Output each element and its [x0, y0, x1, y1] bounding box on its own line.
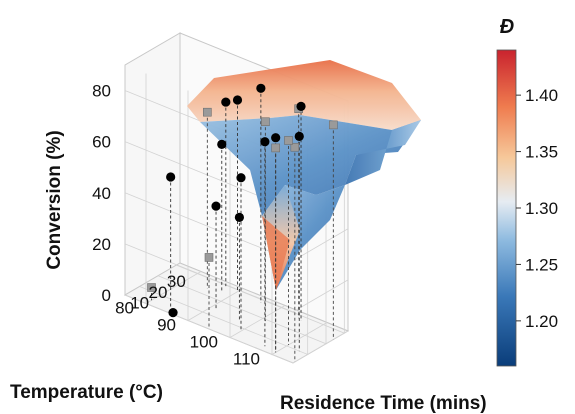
black-points	[166, 83, 306, 318]
z-tick-label: 0	[102, 286, 111, 305]
surface-upper-blue	[200, 115, 421, 216]
z-tick-label: 80	[92, 82, 111, 101]
x-tick-label: 20	[149, 283, 168, 302]
grey-point	[204, 253, 214, 262]
grid-line-z	[124, 294, 349, 364]
z-axis-title: Conversion (%)	[44, 130, 65, 269]
grey-point	[284, 136, 293, 145]
surface	[187, 60, 421, 290]
y-tick-label: 110	[233, 350, 260, 369]
colorbar-tick-label: 1.40	[525, 86, 558, 105]
colorbar-tick-label: 1.30	[525, 199, 558, 218]
colorbar-tick-label: 1.35	[525, 143, 558, 162]
colorbar-title: Đ	[500, 16, 514, 38]
grid-line-y	[229, 107, 286, 339]
grey-point	[203, 107, 212, 117]
y-tick-label: 80	[115, 299, 134, 318]
grid-line-y	[145, 73, 202, 305]
x-tick-label: 30	[167, 272, 186, 291]
black-point	[168, 308, 178, 318]
x-tick-label: 10	[130, 293, 149, 312]
black-point	[256, 83, 266, 93]
grey-point	[261, 117, 270, 127]
black-point	[294, 131, 304, 141]
black-point	[296, 101, 306, 111]
black-point	[211, 201, 221, 211]
y-tick-label: 90	[157, 316, 176, 335]
grey-point	[290, 142, 300, 152]
surface-right-blue	[345, 120, 421, 185]
z-tick-label: 40	[92, 184, 111, 203]
black-point	[221, 97, 231, 107]
z-tick-label: 20	[92, 235, 111, 254]
z-axis-ticks: 0 20 40 60 80	[92, 82, 111, 305]
back-left-pane	[124, 32, 181, 296]
colorbar-tick-label: 1.20	[525, 312, 558, 331]
grey-point	[147, 283, 156, 292]
black-point	[234, 212, 244, 222]
black-point	[232, 95, 243, 105]
grey-point	[271, 143, 280, 153]
grey-point	[329, 120, 338, 130]
colorbar-tick-label: 1.25	[525, 255, 558, 274]
grid-line-y	[187, 90, 244, 322]
y-axis-ticks: 80 90 100 110	[115, 299, 260, 369]
z-tick-label: 60	[92, 133, 111, 152]
black-point	[271, 133, 281, 143]
y-axis-title: Temperature (°C)	[10, 382, 163, 403]
black-point	[260, 137, 270, 147]
x-axis-title: Residence Time (mins)	[280, 393, 487, 414]
colorbar-ticks: 1.20 1.25 1.30 1.35 1.40	[516, 86, 558, 331]
surface-top-band	[187, 60, 421, 130]
colorbar	[496, 49, 517, 367]
black-point	[236, 173, 246, 183]
black-point	[166, 172, 176, 182]
black-point	[217, 139, 227, 149]
grid-line-z	[124, 243, 349, 313]
y-tick-label: 100	[190, 333, 218, 352]
